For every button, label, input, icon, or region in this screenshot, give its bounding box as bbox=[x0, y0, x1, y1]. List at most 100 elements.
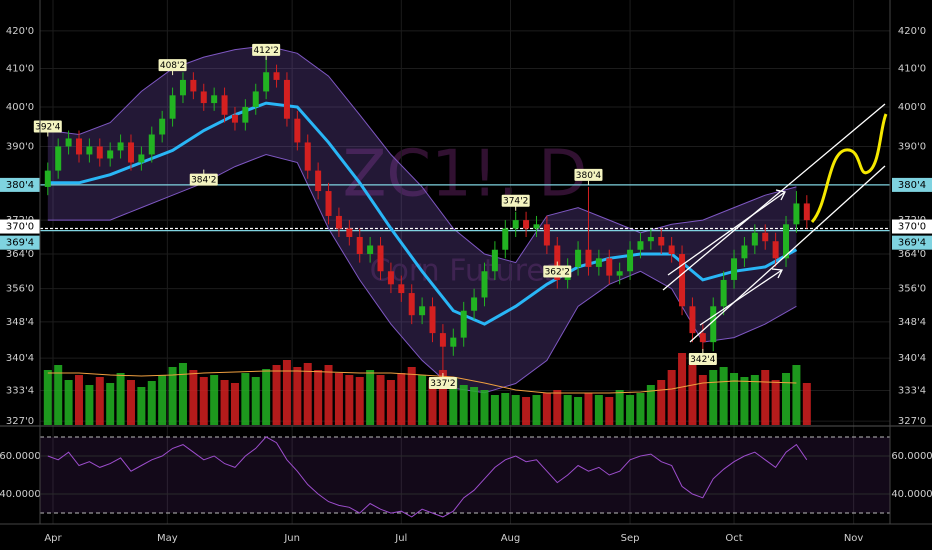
candle-body bbox=[616, 271, 623, 276]
volume-bar bbox=[438, 370, 447, 425]
candle-body bbox=[190, 79, 197, 92]
price-line-label-left: 380'4 bbox=[6, 180, 34, 191]
volume-bar bbox=[376, 375, 385, 425]
volume-bar bbox=[334, 373, 343, 425]
volume-bar bbox=[293, 367, 302, 425]
y-tick-label: 390'0 bbox=[898, 141, 926, 152]
rsi-tick-label: 60.0000 bbox=[891, 451, 932, 462]
channel-upper bbox=[662, 103, 886, 291]
volume-bar bbox=[511, 395, 520, 425]
candle-body bbox=[211, 95, 218, 104]
y-tick-label: 410'0 bbox=[898, 63, 926, 74]
candle-body bbox=[699, 333, 706, 343]
volume-bar bbox=[386, 380, 395, 425]
volume-bar bbox=[241, 373, 250, 425]
volume-bar bbox=[667, 370, 676, 425]
candle-body bbox=[751, 232, 758, 246]
channel-lower bbox=[689, 165, 886, 343]
volume-bar bbox=[771, 380, 780, 425]
volume-bar bbox=[709, 370, 718, 425]
volume-bar bbox=[366, 370, 375, 425]
volume-bar bbox=[199, 377, 208, 425]
candle-body bbox=[783, 224, 790, 259]
volume-bar bbox=[802, 383, 811, 425]
candle-body bbox=[460, 310, 467, 338]
candle-body bbox=[387, 271, 394, 285]
volume-bar bbox=[54, 365, 63, 425]
x-tick-label: Oct bbox=[725, 533, 742, 544]
volume-bar bbox=[719, 367, 728, 425]
band-lower bbox=[47, 153, 797, 394]
volume-bar bbox=[85, 385, 94, 425]
price-line-label: 370'0 bbox=[898, 222, 926, 233]
candle-body bbox=[668, 245, 675, 255]
volume-bar bbox=[574, 397, 583, 425]
volume-bar bbox=[303, 363, 312, 425]
candle-body bbox=[741, 245, 748, 259]
arrow-upper-head bbox=[775, 189, 786, 201]
candle-body bbox=[96, 146, 103, 159]
volume-bar bbox=[678, 353, 687, 425]
volume-bar bbox=[542, 393, 551, 425]
annotation-box bbox=[574, 168, 603, 181]
rsi-tick-label: 40.0000 bbox=[891, 489, 932, 500]
volume-bar bbox=[646, 385, 655, 425]
candle-body bbox=[502, 228, 509, 250]
y-tick-label-left: 327'0 bbox=[6, 416, 34, 427]
arrow-upper bbox=[667, 191, 786, 276]
candle-body bbox=[127, 142, 134, 163]
volume-bar bbox=[64, 380, 73, 425]
candle-body bbox=[803, 203, 810, 221]
volume-bar bbox=[615, 390, 624, 425]
candle-body bbox=[772, 241, 779, 259]
y-tick-label-left: 348'4 bbox=[6, 317, 34, 328]
candle-body bbox=[221, 95, 228, 115]
x-tick-label: Sep bbox=[621, 533, 640, 544]
annotation-box bbox=[189, 173, 218, 186]
candle-body bbox=[231, 114, 238, 123]
volume-bar bbox=[272, 365, 281, 425]
x-tick-label: Nov bbox=[844, 533, 864, 544]
volume-bar bbox=[584, 393, 593, 425]
candle-body bbox=[793, 203, 800, 225]
volume-bar bbox=[95, 377, 104, 425]
volume-bar bbox=[210, 375, 219, 425]
price-line-tag bbox=[892, 235, 932, 250]
candle-body bbox=[429, 306, 436, 334]
volume-bar bbox=[750, 375, 759, 425]
volume-bar bbox=[126, 380, 135, 425]
candle-body bbox=[439, 333, 446, 347]
volume-bar bbox=[418, 375, 427, 425]
y-tick-label-left: 333'4 bbox=[6, 385, 34, 396]
candle-body bbox=[346, 228, 353, 237]
candle-body bbox=[263, 72, 270, 92]
y-tick-label: 348'4 bbox=[898, 317, 926, 328]
candle-body bbox=[294, 118, 301, 143]
candle-body bbox=[471, 297, 478, 311]
candle-body bbox=[273, 72, 280, 80]
candle-body bbox=[315, 170, 322, 192]
candle-body bbox=[377, 245, 384, 272]
candle-body bbox=[627, 249, 634, 272]
annotation-label: 392'4 bbox=[35, 122, 61, 132]
arrow-lower bbox=[699, 269, 783, 326]
rsi-tick-label-left: 60.0000 bbox=[0, 451, 41, 462]
volume-bar bbox=[636, 393, 645, 425]
candle-body bbox=[491, 249, 498, 272]
volume-bar bbox=[740, 377, 749, 425]
volume-bar bbox=[470, 387, 479, 425]
candle-body bbox=[533, 224, 540, 229]
x-tick-label: Aug bbox=[501, 533, 521, 544]
y-tick-label-left: 400'0 bbox=[6, 102, 34, 113]
annotation-box bbox=[252, 43, 281, 56]
annotation-box bbox=[428, 377, 457, 390]
volume-bar bbox=[782, 373, 791, 425]
price-line-tag bbox=[0, 235, 40, 250]
annotation-label: 412'2 bbox=[253, 46, 278, 56]
volume-bar bbox=[43, 370, 52, 425]
rsi-fill bbox=[40, 436, 890, 514]
volume-bar bbox=[490, 395, 499, 425]
volume-bar bbox=[262, 369, 271, 425]
y-tick-label: 420'0 bbox=[898, 26, 926, 37]
candle-body bbox=[138, 154, 145, 163]
